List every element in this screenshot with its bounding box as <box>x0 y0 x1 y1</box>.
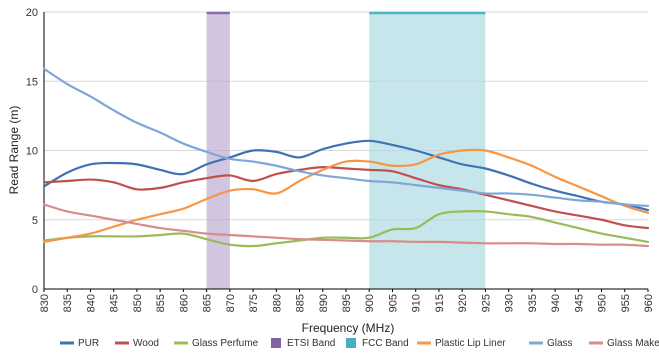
x-tick-label: 925 <box>480 294 492 312</box>
legend-swatch <box>271 338 281 348</box>
x-tick-labels: 830 835 840 845 850 855 860 865 870 875 880 885 890 8… <box>39 294 655 312</box>
legend-label: Glass Makeup <box>607 338 659 349</box>
legend-label: FCC Band <box>362 338 409 349</box>
y-tick-label: 20 <box>26 7 38 19</box>
series-line-plastic-lip-liner <box>42 148 650 244</box>
x-tick-label: 950 <box>597 294 609 312</box>
x-tick-label: 870 <box>225 294 237 312</box>
x-tick-label: 855 <box>155 294 167 312</box>
y-tick-labels: 0 5 10 15 20 <box>26 7 38 296</box>
x-tick-label: 930 <box>504 294 516 312</box>
x-tick-label: 880 <box>271 294 283 312</box>
axes <box>43 12 649 292</box>
legend-label: Glass <box>547 338 573 349</box>
legend-label: Plastic Lip Liner <box>435 338 506 349</box>
x-tick-label: 875 <box>248 294 260 312</box>
series-line-wood <box>42 165 650 230</box>
band-etsi-band <box>206 12 230 289</box>
legend-label: Glass Perfume <box>192 338 259 349</box>
y-tick-label: 5 <box>32 215 38 227</box>
x-tick-label: 835 <box>62 294 74 312</box>
x-tick-label: 860 <box>178 294 190 312</box>
x-tick-label: 840 <box>85 294 97 312</box>
series-line-glass-perfume <box>42 209 650 248</box>
legend-label: PUR <box>78 338 99 349</box>
y-tick-label: 10 <box>26 146 38 158</box>
y-axis-title: Read Range (m) <box>7 106 21 195</box>
x-tick-label: 845 <box>109 294 121 312</box>
x-tick-label: 830 <box>39 294 51 312</box>
legend-label: ETSI Band <box>287 338 335 349</box>
x-tick-label: 915 <box>434 294 446 312</box>
legend-swatch <box>346 338 356 348</box>
legend: PUR Wood Glass Perfume ETSI Band FCC Band Pla… <box>60 338 659 349</box>
x-tick-label: 935 <box>527 294 539 312</box>
y-tick-label: 15 <box>26 76 38 88</box>
x-tick-label: 865 <box>202 294 214 312</box>
y-tick-label: 0 <box>32 284 38 296</box>
series-line-pur <box>42 139 650 212</box>
series-lines <box>42 67 650 248</box>
x-tick-label: 905 <box>387 294 399 312</box>
x-tick-label: 955 <box>620 294 632 312</box>
x-tick-label: 885 <box>295 294 307 312</box>
x-tick-label: 900 <box>364 294 376 312</box>
x-tick-label: 910 <box>411 294 423 312</box>
series-line-glass <box>42 67 650 207</box>
series-line-glass-makeup <box>42 203 650 248</box>
legend-label: Wood <box>133 338 159 349</box>
x-axis-title: Frequency (MHz) <box>302 321 395 335</box>
x-tick-label: 960 <box>643 294 655 312</box>
x-tick-label: 890 <box>318 294 330 312</box>
x-tick-label: 920 <box>457 294 469 312</box>
x-tick-label: 940 <box>550 294 562 312</box>
x-tick-label: 895 <box>341 294 353 312</box>
x-tick-label: 945 <box>573 294 585 312</box>
x-tick-label: 850 <box>132 294 144 312</box>
